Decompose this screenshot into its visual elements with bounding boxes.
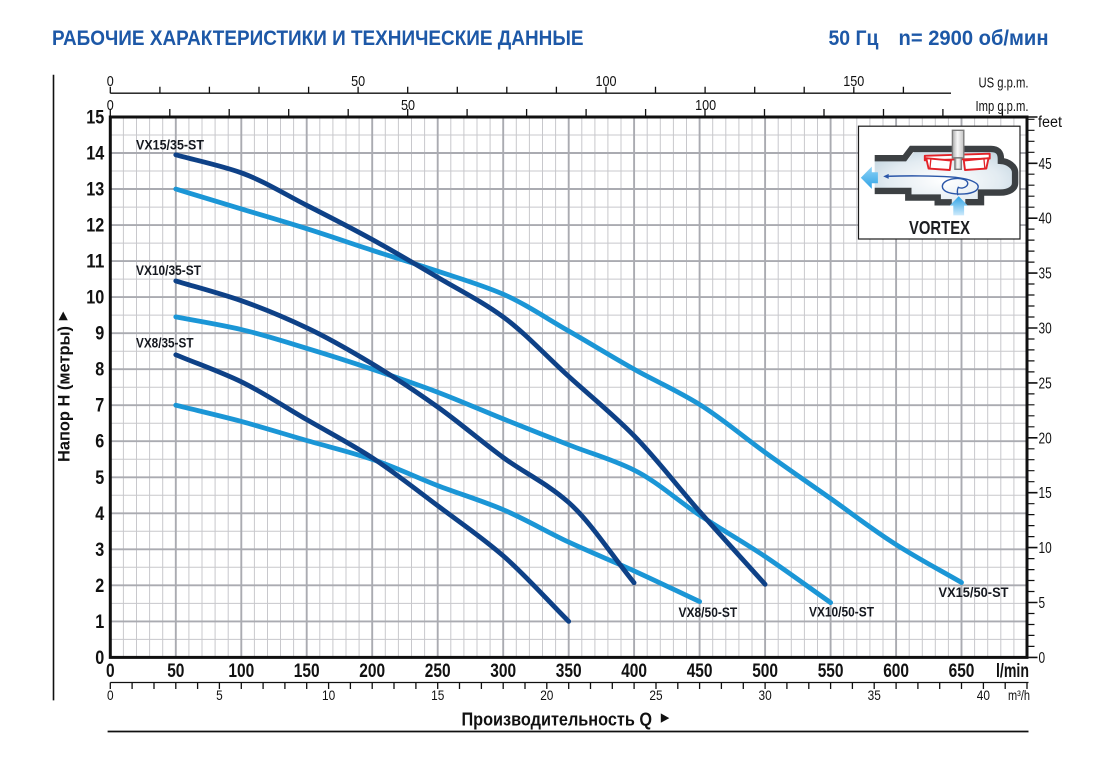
svg-text:13: 13 (86, 180, 104, 201)
svg-text:Производительность Q: Производительность Q (462, 710, 653, 730)
svg-text:12: 12 (86, 216, 104, 237)
svg-text:9: 9 (95, 324, 104, 345)
svg-text:Imp g.p.m.: Imp g.p.m. (976, 98, 1029, 115)
svg-text:20: 20 (1039, 430, 1052, 447)
svg-text:10: 10 (322, 687, 335, 703)
svg-text:40: 40 (977, 687, 990, 703)
svg-text:550: 550 (818, 661, 844, 682)
svg-text:650: 650 (949, 661, 975, 682)
svg-text:VX10/50-ST: VX10/50-ST (809, 605, 875, 620)
svg-text:5: 5 (216, 687, 223, 703)
svg-text:VX15/50-ST: VX15/50-ST (939, 585, 1010, 600)
svg-text:US g.p.m.: US g.p.m. (979, 75, 1029, 92)
svg-text:450: 450 (687, 661, 713, 682)
svg-text:100: 100 (695, 97, 716, 114)
svg-text:40: 40 (1039, 211, 1052, 228)
svg-text:10: 10 (1039, 540, 1052, 557)
svg-text:0: 0 (1039, 650, 1046, 667)
svg-text:VX10/35-ST: VX10/35-ST (136, 263, 202, 278)
svg-text:8: 8 (95, 360, 104, 381)
svg-text:14: 14 (86, 144, 104, 165)
svg-text:100: 100 (228, 661, 254, 682)
svg-text:500: 500 (752, 661, 778, 682)
svg-text:4: 4 (95, 504, 104, 525)
svg-text:0: 0 (106, 661, 115, 682)
svg-text:11: 11 (86, 252, 104, 273)
svg-text:50: 50 (167, 661, 184, 682)
svg-text:7: 7 (95, 396, 104, 417)
svg-text:45: 45 (1039, 156, 1052, 173)
svg-text:VX8/50-ST: VX8/50-ST (679, 605, 738, 620)
svg-text:30: 30 (1039, 321, 1052, 338)
svg-text:150: 150 (843, 73, 864, 90)
svg-text:m³/h: m³/h (1008, 687, 1030, 703)
svg-text:35: 35 (1039, 266, 1052, 283)
svg-text:30: 30 (759, 687, 772, 703)
svg-text:15: 15 (431, 687, 444, 703)
svg-text:50 Гц: 50 Гц (829, 27, 879, 50)
svg-text:15: 15 (1039, 485, 1052, 502)
svg-text:15: 15 (86, 108, 104, 129)
svg-text:50: 50 (351, 73, 365, 90)
svg-text:3: 3 (95, 540, 104, 561)
svg-text:50: 50 (401, 97, 415, 114)
svg-text:l/min: l/min (996, 661, 1029, 682)
svg-text:25: 25 (649, 687, 662, 703)
svg-text:250: 250 (425, 661, 451, 682)
svg-text:Напор H (метры): Напор H (метры) (56, 326, 74, 462)
svg-text:1: 1 (95, 612, 104, 633)
svg-text:600: 600 (883, 661, 909, 682)
svg-text:РАБОЧИЕ ХАРАКТЕРИСТИКИ И ТЕХНИ: РАБОЧИЕ ХАРАКТЕРИСТИКИ И ТЕХНИЧЕСКИЕ ДАН… (52, 27, 584, 50)
svg-text:20: 20 (540, 687, 553, 703)
svg-text:0: 0 (95, 648, 104, 669)
svg-text:350: 350 (556, 661, 582, 682)
svg-text:200: 200 (359, 661, 385, 682)
svg-text:0: 0 (107, 687, 114, 703)
svg-text:2: 2 (95, 576, 104, 597)
svg-text:n= 2900 об/мин: n= 2900 об/мин (899, 27, 1049, 50)
svg-text:0: 0 (107, 73, 114, 90)
svg-text:100: 100 (596, 73, 617, 90)
svg-text:6: 6 (95, 432, 104, 453)
svg-text:5: 5 (95, 468, 104, 489)
svg-text:VX8/35-ST: VX8/35-ST (136, 336, 194, 351)
svg-text:0: 0 (107, 97, 114, 114)
svg-text:10: 10 (86, 288, 104, 309)
svg-text:VORTEX: VORTEX (909, 217, 971, 238)
svg-text:300: 300 (490, 661, 516, 682)
svg-text:25: 25 (1039, 375, 1052, 392)
svg-text:150: 150 (294, 661, 320, 682)
svg-text:feet: feet (1038, 114, 1063, 131)
svg-text:VX15/35-ST: VX15/35-ST (136, 138, 205, 153)
svg-text:35: 35 (868, 687, 881, 703)
svg-text:5: 5 (1039, 595, 1046, 612)
svg-text:400: 400 (621, 661, 647, 682)
